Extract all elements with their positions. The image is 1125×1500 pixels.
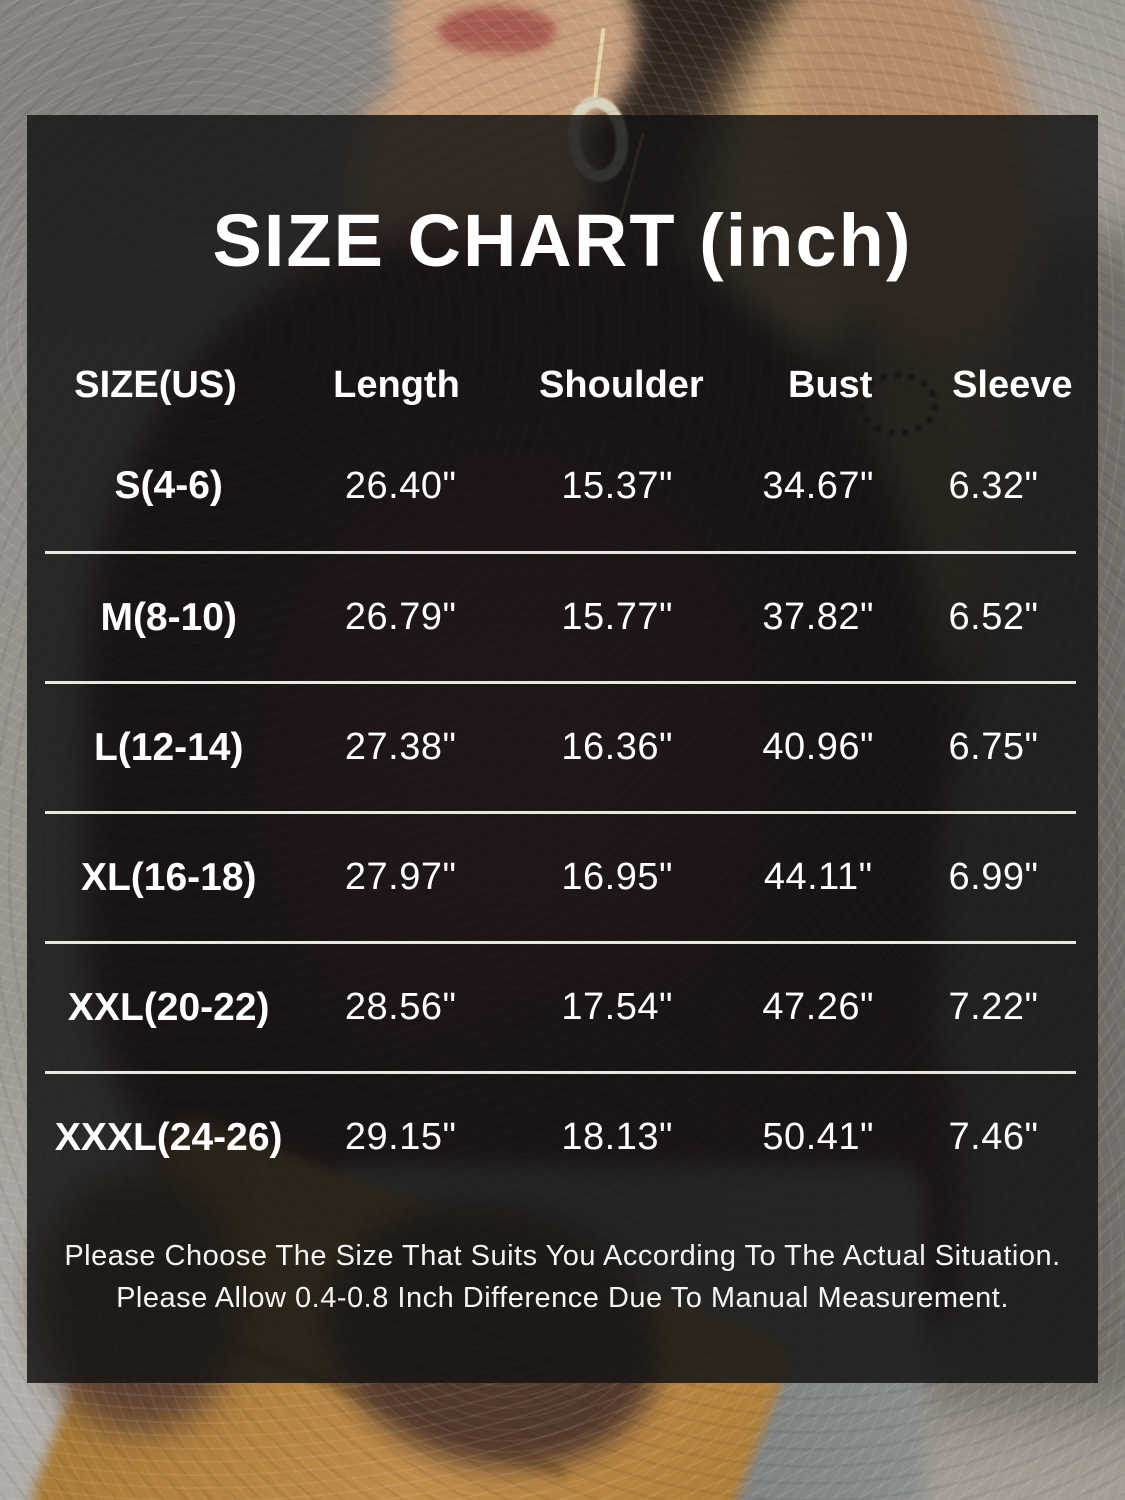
table-row-xxxl: XXXL(24-26) 29.15" 18.13" 50.41" 7.46" <box>45 1071 1076 1201</box>
bust-cell: 47.26" <box>762 986 875 1028</box>
shoulder-cell: 16.36" <box>561 726 673 768</box>
shoulder-cell: 15.77" <box>561 596 673 638</box>
table-header-row: SIZE(US) Length Shoulder Bust Sleeve <box>27 357 1098 413</box>
disclaimer-line-2: Please Allow 0.4-0.8 Inch Difference Due… <box>116 1282 1009 1314</box>
table-row-m: M(8-10) 26.79" 15.77" 37.82" 6.52" <box>45 551 1076 681</box>
bust-cell: 50.41" <box>762 1116 875 1158</box>
shoulder-cell: 18.13" <box>561 1116 673 1158</box>
table-row-xl: XL(16-18) 27.97" 16.95" 44.11" 6.99" <box>45 811 1076 941</box>
sleeve-cell: 6.52" <box>948 596 1039 638</box>
sleeve-cell: 6.75" <box>948 726 1039 768</box>
shoulder-cell: 15.37" <box>561 464 673 507</box>
length-cell: 26.40" <box>344 464 457 507</box>
size-cell: S(4-6) <box>114 464 223 507</box>
column-header-shoulder: Shoulder <box>539 363 704 406</box>
shoulder-cell: 16.95" <box>561 856 673 898</box>
size-table: S(4-6) 26.40" 15.37" 34.67" 6.32" M(8-10… <box>45 421 1076 1201</box>
sleeve-cell: 7.22" <box>948 986 1039 1028</box>
bust-cell: 34.67" <box>762 464 875 507</box>
size-cell: L(12-14) <box>93 725 244 769</box>
disclaimer-line-1: Please Choose The Size That Suits You Ac… <box>64 1240 1061 1272</box>
size-chart-content: SIZE CHART (inch) SIZE(US) Length Should… <box>27 115 1098 1383</box>
table-row-xxl: XXL(20-22) 28.56" 17.54" 47.26" 7.22" <box>45 941 1076 1071</box>
bust-cell: 40.96" <box>762 726 875 768</box>
length-cell: 29.15" <box>344 1116 457 1158</box>
length-cell: 27.97" <box>344 856 457 898</box>
size-cell: M(8-10) <box>100 595 237 639</box>
table-row-s: S(4-6) 26.40" 15.37" 34.67" 6.32" <box>45 421 1076 551</box>
sleeve-cell: 7.46" <box>948 1116 1039 1158</box>
length-cell: 26.79" <box>344 596 457 638</box>
bust-cell: 37.82" <box>762 596 875 638</box>
model-lips <box>438 6 556 56</box>
sleeve-cell: 6.99" <box>948 856 1039 898</box>
size-cell: XXXL(24-26) <box>54 1115 283 1159</box>
column-header-sleeve: Sleeve <box>952 363 1073 406</box>
dark-overlay-panel <box>27 115 1098 1383</box>
measurement-disclaimer: Please Choose The Size That Suits You Ac… <box>27 1235 1098 1319</box>
column-header-bust: Bust <box>788 363 873 406</box>
length-cell: 27.38" <box>344 726 457 768</box>
sleeve-cell: 6.32" <box>948 464 1039 507</box>
table-row-l: L(12-14) 27.38" 16.36" 40.96" 6.75" <box>45 681 1076 811</box>
column-header-size: SIZE(US) <box>74 363 237 406</box>
page-title: SIZE CHART (inch) <box>212 199 913 282</box>
length-cell: 28.56" <box>344 986 457 1028</box>
shoulder-cell: 17.54" <box>561 986 673 1028</box>
size-cell: XL(16-18) <box>80 855 257 899</box>
column-header-length: Length <box>333 363 460 406</box>
bust-cell: 44.11" <box>763 856 873 898</box>
size-cell: XXL(20-22) <box>67 985 270 1029</box>
